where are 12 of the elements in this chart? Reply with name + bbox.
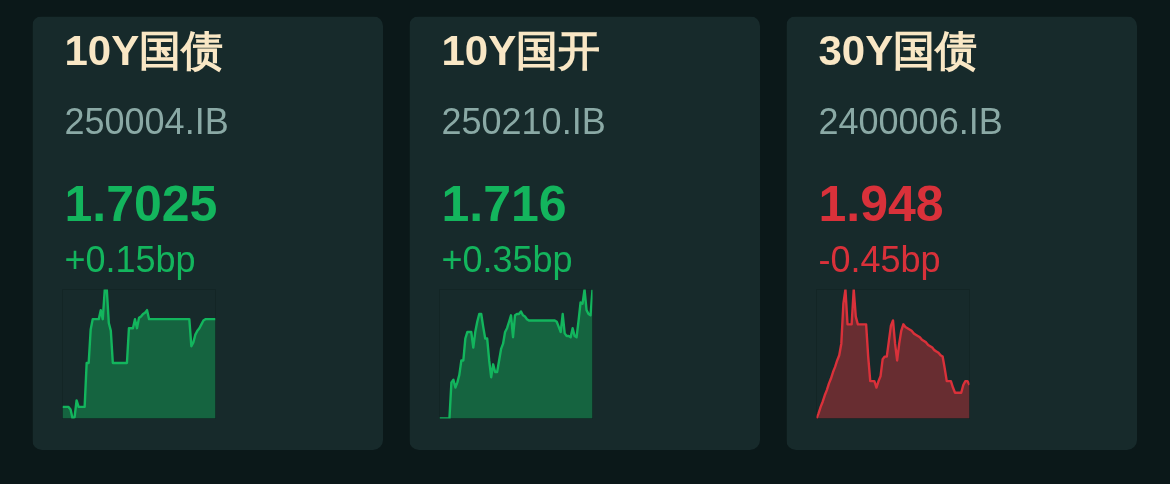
text: 1.716 — [441, 175, 567, 232]
text: +0.35bp — [441, 238, 573, 280]
text: +0.15bp — [64, 238, 196, 280]
chart-subtitle: 250004.IB — [64, 100, 229, 142]
text: 1.948 — [818, 175, 944, 232]
chart-title: 30Y国债 — [818, 26, 978, 74]
chart-title: 10Y国开 — [441, 26, 601, 74]
chart-title: 10Y国债 — [64, 26, 224, 74]
chart-subtitle: 2400006.IB — [818, 100, 1003, 142]
chart-subtitle: 250210.IB — [441, 100, 606, 142]
text: 1.7025 — [64, 175, 218, 232]
text: -0.45bp — [818, 238, 941, 280]
